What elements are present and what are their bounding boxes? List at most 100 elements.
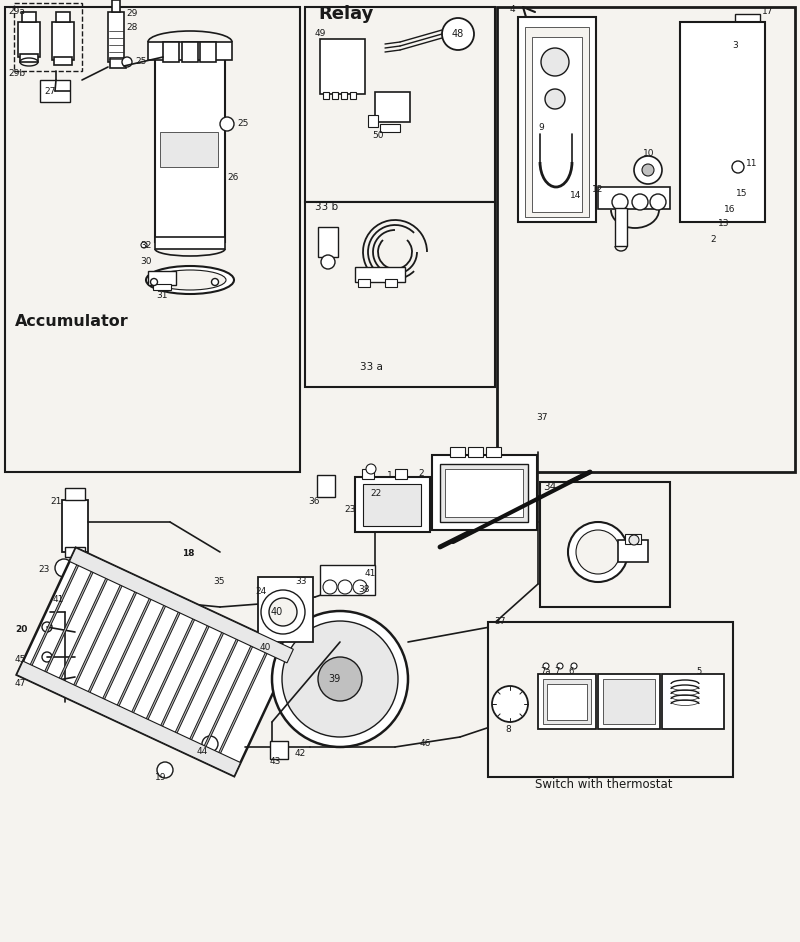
Circle shape xyxy=(338,580,352,594)
Text: 24: 24 xyxy=(255,588,266,596)
Text: 18: 18 xyxy=(182,549,194,559)
Circle shape xyxy=(545,89,565,109)
Bar xyxy=(355,267,405,282)
Circle shape xyxy=(150,279,158,285)
Text: 36: 36 xyxy=(308,497,319,507)
Text: 37: 37 xyxy=(536,413,547,421)
Text: 41: 41 xyxy=(53,595,64,605)
Bar xyxy=(65,547,85,557)
Circle shape xyxy=(141,242,147,248)
Text: 31: 31 xyxy=(156,290,167,300)
Bar xyxy=(488,622,733,777)
Text: 40: 40 xyxy=(271,607,283,617)
Circle shape xyxy=(157,762,173,778)
Text: 11: 11 xyxy=(746,159,758,169)
Text: 37: 37 xyxy=(494,618,506,626)
Bar xyxy=(662,674,724,729)
Text: 33 b: 33 b xyxy=(315,202,338,212)
Circle shape xyxy=(442,18,474,50)
Bar xyxy=(54,57,72,65)
Bar xyxy=(362,469,374,479)
Bar xyxy=(52,22,74,60)
Text: Accumulator: Accumulator xyxy=(15,315,129,330)
Bar xyxy=(486,447,501,457)
Bar xyxy=(305,202,495,387)
Bar xyxy=(598,674,660,729)
Bar xyxy=(163,42,179,62)
Circle shape xyxy=(122,57,132,67)
Bar xyxy=(395,469,407,479)
Text: 7: 7 xyxy=(554,667,559,675)
Bar xyxy=(110,58,126,68)
Bar xyxy=(341,92,347,99)
Bar xyxy=(518,17,596,222)
Text: 20: 20 xyxy=(15,625,27,634)
Bar xyxy=(14,3,82,71)
Text: 14: 14 xyxy=(570,191,582,201)
Circle shape xyxy=(557,663,563,669)
Text: 41: 41 xyxy=(365,570,376,578)
Text: 29b: 29b xyxy=(8,69,25,77)
Bar xyxy=(82,580,142,705)
Circle shape xyxy=(353,580,367,594)
Circle shape xyxy=(211,279,218,285)
Text: 44: 44 xyxy=(197,746,208,755)
Text: 50: 50 xyxy=(372,131,384,139)
Circle shape xyxy=(42,677,52,687)
Text: 33 a: 33 a xyxy=(360,362,383,372)
Bar xyxy=(440,464,528,522)
Bar xyxy=(112,0,120,12)
Bar xyxy=(497,7,795,472)
Text: 8: 8 xyxy=(505,724,510,734)
Bar xyxy=(355,477,430,532)
Text: 2: 2 xyxy=(418,469,424,479)
Text: 38: 38 xyxy=(358,586,370,594)
Bar xyxy=(318,227,338,257)
Bar xyxy=(735,14,760,42)
Circle shape xyxy=(55,559,73,577)
Circle shape xyxy=(318,657,362,701)
Circle shape xyxy=(543,663,549,669)
Bar xyxy=(538,674,596,729)
Bar xyxy=(525,27,589,217)
Circle shape xyxy=(321,255,335,269)
Text: 48: 48 xyxy=(452,29,464,39)
Bar xyxy=(603,679,655,724)
Text: 21: 21 xyxy=(50,497,62,507)
Bar xyxy=(270,741,288,759)
Text: 16: 16 xyxy=(724,204,735,214)
Bar xyxy=(332,92,338,99)
Text: 40: 40 xyxy=(260,642,271,652)
Bar xyxy=(20,54,38,62)
Circle shape xyxy=(202,736,218,752)
Text: 25: 25 xyxy=(237,120,248,128)
Bar xyxy=(375,92,410,122)
Text: 32: 32 xyxy=(140,240,151,250)
Bar xyxy=(358,279,370,287)
Bar xyxy=(153,284,171,290)
Text: 7a: 7a xyxy=(540,667,550,675)
Text: 47: 47 xyxy=(15,679,26,689)
Text: 27: 27 xyxy=(44,87,56,95)
Text: 30: 30 xyxy=(140,257,151,267)
Bar xyxy=(70,548,294,663)
Bar xyxy=(598,187,670,209)
Text: 26: 26 xyxy=(227,172,238,182)
Bar xyxy=(363,484,421,526)
Text: 43: 43 xyxy=(270,757,282,767)
Circle shape xyxy=(492,686,528,722)
Text: 13: 13 xyxy=(718,219,730,229)
Bar xyxy=(5,7,300,472)
Text: 28: 28 xyxy=(126,24,138,33)
Circle shape xyxy=(634,156,662,184)
Text: 2: 2 xyxy=(710,235,716,243)
Text: Switch with thermostat: Switch with thermostat xyxy=(535,778,673,791)
Circle shape xyxy=(42,622,52,632)
Circle shape xyxy=(642,164,654,176)
Bar xyxy=(182,42,198,62)
Text: 29: 29 xyxy=(126,9,138,19)
Bar xyxy=(56,12,70,22)
Text: 12: 12 xyxy=(592,186,603,194)
Bar xyxy=(445,469,523,517)
Bar xyxy=(18,22,40,57)
